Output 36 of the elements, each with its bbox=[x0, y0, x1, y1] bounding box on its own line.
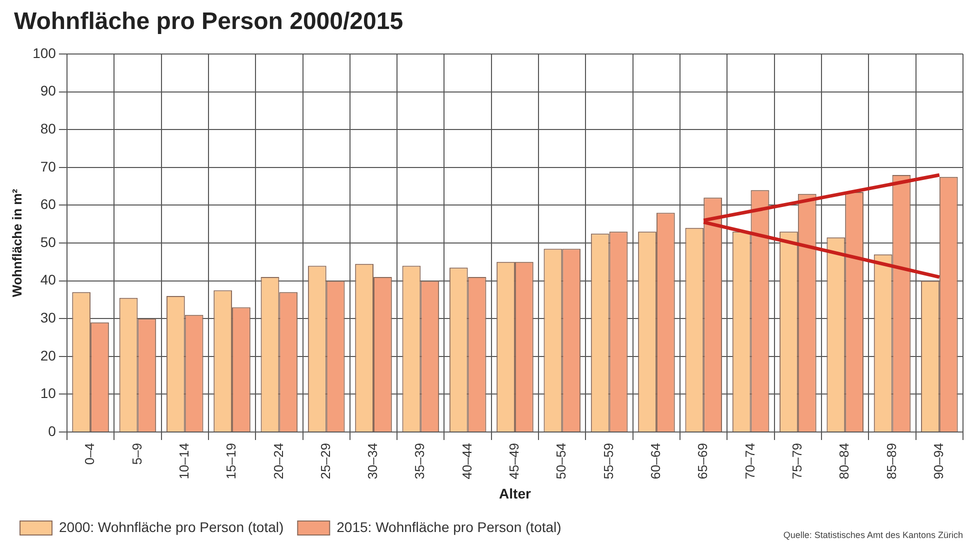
chart-title: Wohnfläche pro Person 2000/2015 bbox=[14, 8, 404, 36]
x-tick-label: 0–4 bbox=[82, 443, 98, 465]
x-tick-label: 5–9 bbox=[129, 443, 144, 465]
y-tick-label: 20 bbox=[40, 347, 56, 364]
x-tick-label: 20–24 bbox=[270, 443, 286, 480]
y-tick-label: 0 bbox=[48, 422, 56, 439]
y-tick-label: 30 bbox=[40, 309, 56, 326]
legend-label: 2000: Wohnfläche pro Person (total) bbox=[59, 518, 284, 535]
x-tick-label: 50–54 bbox=[554, 443, 569, 480]
y-tick-label: 10 bbox=[40, 385, 56, 402]
y-tick-label: 70 bbox=[40, 158, 56, 174]
x-tick-label: 65–69 bbox=[695, 443, 710, 480]
x-tick-label: 70–74 bbox=[742, 443, 758, 480]
y-axis-title: Wohnfläche in m² bbox=[9, 188, 24, 298]
y-tick-label: 80 bbox=[40, 120, 56, 136]
x-tick-label: 35–39 bbox=[412, 443, 428, 480]
x-tick-label: 45–49 bbox=[506, 443, 522, 480]
legend-label: 2015: Wohnfläche pro Person (total) bbox=[336, 518, 562, 535]
x-tick-label: 40–44 bbox=[459, 443, 474, 480]
x-tick-label: 25–29 bbox=[318, 443, 333, 480]
x-tick-label: 85–89 bbox=[884, 443, 899, 480]
source-note: Quelle: Statistisches Amt des Kantons Zürich bbox=[783, 530, 963, 540]
y-tick-label: 90 bbox=[40, 82, 56, 99]
x-axis-title: Alter bbox=[499, 485, 532, 502]
y-tick-label: 60 bbox=[40, 196, 56, 212]
y-tick-label: 50 bbox=[40, 234, 56, 250]
x-tick-label: 30–34 bbox=[365, 443, 380, 480]
x-tick-label: 15–19 bbox=[224, 443, 239, 480]
x-tick-label: 10–14 bbox=[176, 443, 192, 480]
x-tick-label: 90–94 bbox=[931, 443, 946, 480]
y-tick-label: 100 bbox=[32, 44, 56, 61]
x-tick-label: 60–64 bbox=[648, 443, 664, 480]
x-tick-label: 55–59 bbox=[600, 443, 616, 480]
x-tick-label: 80–84 bbox=[836, 443, 852, 480]
y-tick-label: 40 bbox=[40, 272, 56, 288]
x-tick-label: 75–79 bbox=[790, 443, 805, 480]
